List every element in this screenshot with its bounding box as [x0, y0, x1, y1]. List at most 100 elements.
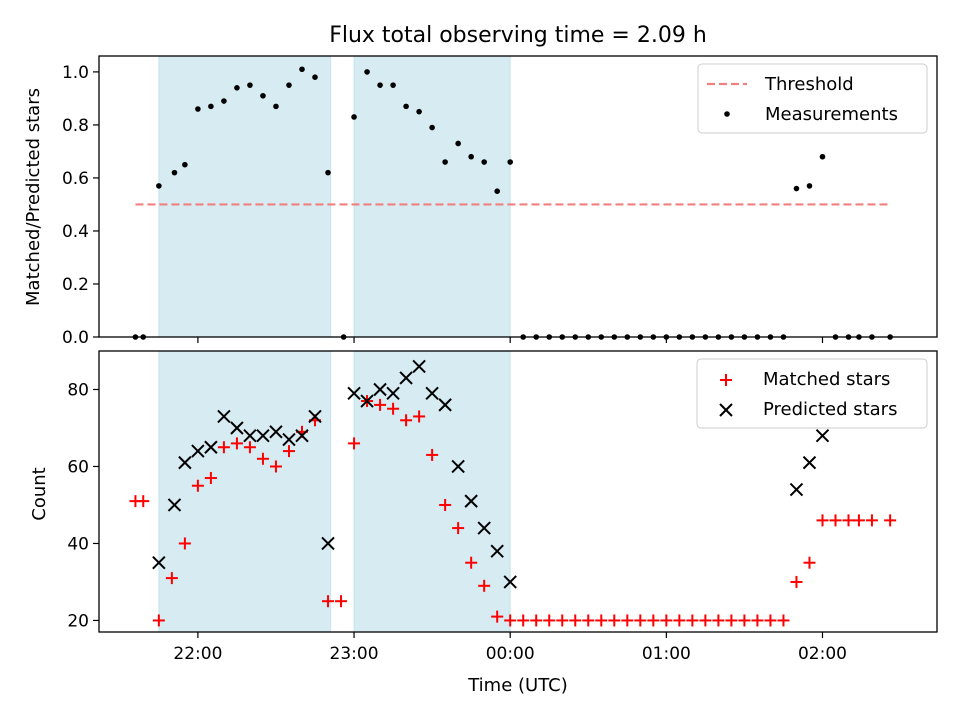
bottom-x-tick-label: 00:00 [486, 644, 535, 664]
predicted-stars-point [321, 536, 335, 551]
matched-stars-point [884, 514, 897, 527]
predicted-legend-swatch [719, 403, 733, 417]
measurement-point [312, 74, 318, 81]
top-y-tick-label: 0.4 [62, 222, 89, 242]
predicted-stars-point [282, 432, 296, 447]
x-axis-label: Time (UTC) [467, 675, 568, 696]
matched-stars-point [165, 572, 178, 585]
measurement-point [286, 82, 292, 88]
predicted-stars-point [230, 421, 244, 435]
matched-stars-point [621, 614, 634, 627]
measurement-point [221, 98, 227, 104]
predicted-stars-point [477, 521, 491, 535]
top-panel: Flux total observing time = 2.09 h 0.0 0.… [23, 23, 938, 348]
matched-stars-point [504, 614, 517, 627]
measurement-point [273, 103, 279, 110]
measurement-point [195, 106, 201, 112]
bottom-y-tick-label: 60 [67, 457, 89, 477]
predicted-stars-point [425, 386, 439, 401]
predicted-stars-point [464, 494, 478, 508]
matched-stars-point [465, 556, 478, 569]
matched-stars-point [556, 614, 569, 627]
predicted-stars-point [256, 428, 270, 443]
measurement-point [351, 114, 357, 120]
bottom-x-tick-label: 23:00 [330, 644, 379, 664]
measurements-legend-label: Measurements [765, 104, 898, 125]
matched-stars-point [230, 437, 243, 450]
measurement-point [377, 82, 383, 88]
matched-legend-label: Matched stars [763, 369, 890, 390]
measurement-point [247, 82, 253, 88]
matched-stars-point [413, 410, 426, 423]
top-y-axis-label: Matched/Predicted stars [23, 88, 44, 306]
measurement-point [390, 82, 396, 88]
matched-stars-point [842, 514, 855, 527]
top-y-tick-label: 0.6 [62, 169, 89, 189]
bottom-y-tick-label: 80 [67, 380, 89, 400]
predicted-stars-point [204, 440, 218, 454]
predicted-stars-point [373, 382, 387, 397]
predicted-stars-point [438, 398, 452, 412]
matched-stars-point [517, 614, 530, 627]
bottom-legend-box [696, 358, 928, 429]
measurement-point [325, 169, 331, 176]
top-y-tick-label: 0.0 [62, 328, 89, 348]
measurement-point [208, 103, 214, 110]
matched-stars-point [256, 452, 269, 465]
measurement-point [299, 66, 305, 73]
bottom-y-axis-label: Count [29, 467, 50, 520]
matched-stars-point [243, 441, 256, 454]
measurement-point [494, 188, 500, 194]
matched-stars-point [204, 472, 217, 485]
bottom-legend: Matched stars Predicted stars [696, 358, 928, 429]
measurement-point [819, 153, 826, 160]
matched-stars-point [777, 614, 790, 627]
matched-stars-point [543, 614, 556, 627]
bottom-y-tick-label: 20 [67, 611, 89, 631]
matched-stars-point [751, 614, 764, 627]
measurement-point [806, 183, 813, 189]
matched-stars-point [335, 595, 348, 608]
measurement-point [182, 161, 188, 168]
predicted-stars-point [269, 425, 283, 439]
matched-stars-point [478, 579, 491, 592]
predicted-stars-point [412, 359, 426, 374]
measurement-point [403, 103, 409, 110]
matched-stars-point [865, 514, 878, 527]
matched-stars-point [137, 495, 150, 508]
bottom-shaded-interval [158, 350, 332, 633]
top-plot-frame [98, 55, 938, 338]
matched-stars-point [790, 575, 803, 588]
measurement-point [234, 85, 240, 91]
predicted-stars-point [815, 428, 830, 443]
matched-stars-point [816, 514, 829, 527]
measurement-point [429, 124, 435, 131]
matched-stars-point [282, 445, 295, 458]
predicted-legend-label: Predicted stars [763, 399, 897, 420]
matched-stars-point [322, 595, 335, 608]
measurement-point [442, 159, 448, 165]
predicted-stars-point [191, 444, 205, 458]
matched-stars-point [686, 614, 699, 627]
matched-stars-point [191, 479, 204, 492]
matched-stars-point [348, 437, 361, 450]
matched-legend-swatch [720, 374, 732, 386]
predicted-stars-point [217, 409, 231, 424]
measurement-point [171, 169, 178, 176]
predicted-stars-point [399, 371, 413, 385]
matched-stars-point [152, 614, 165, 627]
matched-stars-point [699, 614, 712, 627]
matched-stars-point [852, 514, 865, 527]
bottom-y-tick-label: 40 [67, 534, 89, 554]
bottom-plot-frame [98, 350, 938, 633]
matched-stars-point [387, 402, 400, 415]
matched-stars-point [530, 614, 543, 627]
measurement-point [416, 108, 422, 115]
bottom-panel: 20 40 60 80 22:00 23:00 00:00 01:00 02:00 Count… [29, 350, 938, 696]
predicted-stars-point [789, 482, 804, 497]
matched-stars-point [400, 414, 413, 427]
predicted-stars-point [386, 386, 400, 401]
matched-stars-point [491, 610, 504, 623]
predicted-stars-point [347, 386, 361, 401]
